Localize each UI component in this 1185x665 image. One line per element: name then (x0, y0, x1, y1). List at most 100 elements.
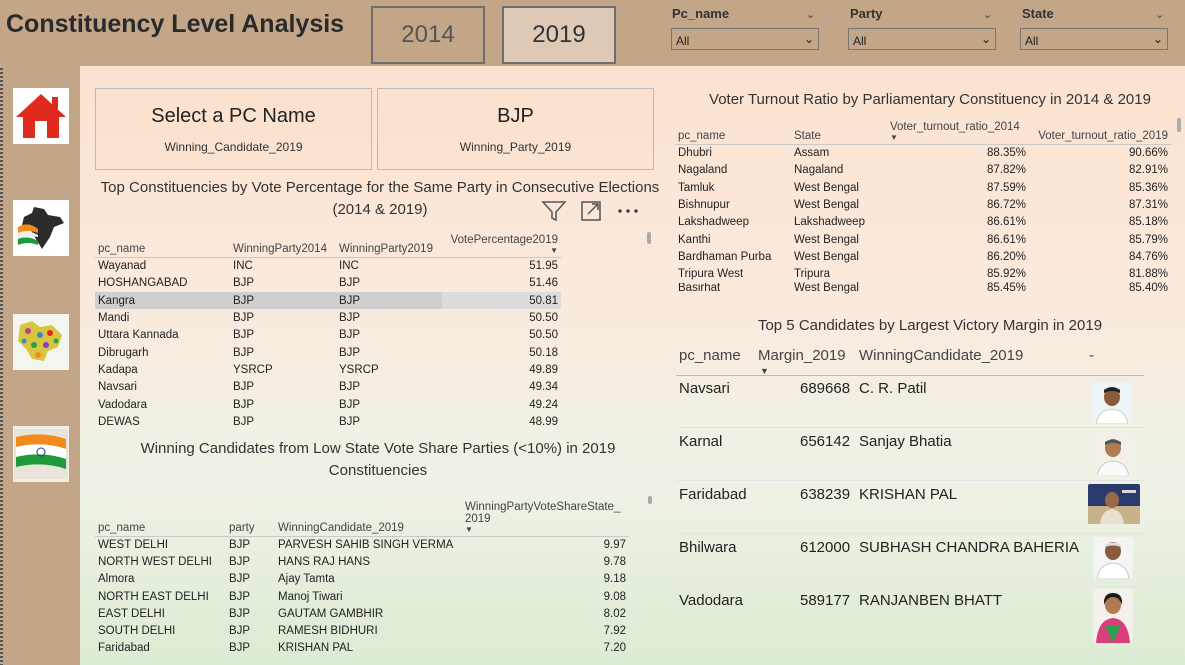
column-header[interactable]: pc_name (95, 496, 226, 537)
margin-col-photo[interactable]: - (1089, 347, 1094, 364)
column-header[interactable]: WinningParty2014 (230, 232, 336, 258)
column-header-sorted[interactable]: WinningPartyVoteShareState_2019 ▼ (462, 496, 629, 537)
table-row[interactable]: Uttara Kannada BJP BJP 50.50 (95, 327, 561, 344)
column-header-sorted[interactable]: Voter_turnout_ratio_2014 ▼ (887, 119, 1029, 145)
sort-down-icon: ▼ (890, 133, 898, 142)
home-icon[interactable] (13, 88, 69, 144)
card-label: Winning_Party_2019 (459, 140, 572, 154)
table-row[interactable]: Bishnupur West Bengal 86.72% 87.31% (675, 196, 1171, 213)
sort-down-icon: ▼ (760, 366, 769, 376)
chevron-down-icon[interactable]: ⌄ (983, 9, 993, 21)
flag-icon[interactable] (13, 426, 69, 482)
cell: 51.46 (529, 277, 558, 290)
table-row[interactable]: Dhubri Assam 88.35% 90.66% (675, 145, 1171, 162)
table-row[interactable]: Faridabad BJP KRISHAN PAL 7.20 (95, 640, 629, 657)
column-header[interactable]: WinningCandidate_2019 (275, 496, 462, 537)
table-row[interactable]: SOUTH DELHI BJP RAMESH BIDHURI 7.92 (95, 622, 629, 639)
cell: NORTH EAST DELHI (98, 590, 209, 603)
list-item[interactable]: Karnal 656142 Sanjay Bhatia (676, 429, 1144, 481)
column-header-sorted[interactable]: VotePercentage2019 ▼ (442, 232, 561, 258)
winning-candidate-card[interactable]: Select a PC Name Winning_Candidate_2019 (95, 88, 372, 170)
state-dropdown[interactable]: All ⌄ (1020, 28, 1168, 50)
india-map-icon[interactable] (13, 200, 69, 256)
year-2019-button[interactable]: 2019 (502, 6, 616, 64)
table-row[interactable]: Navsari BJP BJP 49.34 (95, 379, 561, 396)
candidate-margin: 589177 (800, 592, 851, 609)
filter-icon[interactable] (541, 199, 567, 223)
cell: West Bengal (794, 250, 859, 263)
cell: GAUTAM GAMBHIR (278, 607, 384, 620)
header-label: WinningPartyVoteShareState_2019 (465, 500, 621, 525)
cell: BJP (336, 292, 442, 310)
list-item[interactable]: Bhilwara 612000 SUBHASH CHANDRA BAHERIA (676, 535, 1144, 587)
table-row[interactable]: Basirhat West Bengal 85.45% 85.40% (675, 281, 1171, 294)
table-row[interactable]: Mandi BJP BJP 50.50 (95, 309, 561, 326)
table-row-selected[interactable]: Kangra BJP BJP 50.81 (95, 292, 561, 310)
table-row[interactable]: Lakshadweep Lakshadweep 86.61% 85.18% (675, 214, 1171, 231)
focus-mode-icon[interactable] (579, 199, 603, 223)
table-row[interactable]: DEWAS BJP BJP 48.99 (95, 413, 561, 430)
scrollbar[interactable] (648, 496, 652, 504)
candidate-photo (1092, 382, 1132, 424)
table-row[interactable]: Vadodara BJP BJP 49.24 (95, 396, 561, 413)
cell: Bardhaman Purba (678, 250, 772, 263)
winning-party-card[interactable]: BJP Winning_Party_2019 (377, 88, 654, 170)
table-row[interactable]: Tamluk West Bengal 87.59% 85.36% (675, 179, 1171, 196)
cell: PARVESH SAHIB SINGH VERMA (278, 538, 454, 551)
table-row[interactable]: Wayanad INC INC 51.95 (95, 258, 561, 275)
table-row[interactable]: Bardhaman Purba West Bengal 86.20% 84.76% (675, 248, 1171, 265)
margin-col-margin[interactable]: Margin_2019 (758, 347, 846, 364)
sort-down-icon: ▼ (550, 246, 558, 255)
table-row[interactable]: HOSHANGABAD BJP BJP 51.46 (95, 275, 561, 292)
chevron-down-icon: ⌄ (1152, 32, 1163, 46)
cell: 50.18 (529, 346, 558, 359)
margin-col-pc[interactable]: pc_name (679, 347, 741, 364)
chevron-down-icon[interactable]: ⌄ (1155, 9, 1165, 21)
cell: BJP (229, 642, 251, 655)
list-item[interactable]: Faridabad 638239 KRISHAN PAL (676, 482, 1144, 534)
table-row[interactable]: Kanthi West Bengal 86.61% 85.79% (675, 231, 1171, 248)
table-row[interactable]: Almora BJP Ajay Tamta 9.18 (95, 571, 629, 588)
dropdown-value: All (676, 34, 690, 48)
chevron-down-icon[interactable]: ⌄ (806, 9, 816, 21)
party-slicer: Party ⌄ All ⌄ (848, 6, 998, 50)
cell: 49.34 (529, 381, 558, 394)
column-header[interactable]: pc_name (95, 232, 230, 258)
column-header[interactable]: State (791, 119, 887, 145)
header-label: Voter_turnout_ratio_2014 (890, 121, 1020, 133)
column-header[interactable]: WinningParty2019 (336, 232, 442, 258)
more-options-icon[interactable] (615, 199, 641, 223)
table-row[interactable]: NORTH EAST DELHI BJP Manoj Tiwari 9.08 (95, 588, 629, 605)
table-row[interactable]: Dibrugarh BJP BJP 50.18 (95, 344, 561, 361)
table-row[interactable]: EAST DELHI BJP GAUTAM GAMBHIR 8.02 (95, 605, 629, 622)
candidate-margin: 656142 (800, 433, 851, 450)
cell: 85.79% (1128, 233, 1168, 246)
top-vote-table: pc_name WinningParty2014 WinningParty201… (95, 232, 561, 430)
margin-col-candidate[interactable]: WinningCandidate_2019 (859, 347, 1024, 364)
cell: INC (233, 260, 253, 273)
year-2014-button[interactable]: 2014 (371, 6, 485, 64)
table-row[interactable]: Kadapa YSRCP YSRCP 49.89 (95, 361, 561, 378)
cell: West Bengal (794, 281, 859, 294)
candidate-photo (1093, 433, 1133, 475)
state-map-icon[interactable] (13, 314, 69, 370)
table-row[interactable]: WEST DELHI BJP PARVESH SAHIB SINGH VERMA 9.… (95, 536, 629, 553)
scrollbar[interactable] (1177, 118, 1181, 132)
cell: 85.45% (986, 281, 1026, 294)
cell: 9.08 (603, 590, 626, 603)
pc-name-dropdown[interactable]: All ⌄ (671, 28, 819, 50)
cell: BJP (339, 381, 361, 394)
column-header[interactable]: party (226, 496, 275, 537)
list-item[interactable]: Navsari 689668 C. R. Patil (676, 376, 1144, 428)
party-dropdown[interactable]: All ⌄ (848, 28, 996, 50)
column-header[interactable]: Voter_turnout_ratio_2019 (1029, 119, 1171, 145)
table-row[interactable]: Nagaland Nagaland 87.82% 82.91% (675, 162, 1171, 179)
cell: 9.97 (603, 538, 626, 551)
column-header[interactable]: pc_name (675, 119, 791, 145)
scrollbar[interactable] (647, 232, 651, 244)
list-item[interactable]: Vadodara 589177 RANJANBEN BHATT (676, 588, 1144, 640)
table-row[interactable]: NORTH WEST DELHI BJP HANS RAJ HANS 9.78 (95, 553, 629, 570)
cell: Nagaland (794, 164, 844, 177)
table-row[interactable]: Tripura West Tripura 85.92% 81.88% (675, 266, 1171, 283)
cell: BJP (233, 381, 255, 394)
